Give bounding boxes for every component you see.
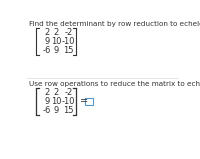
Text: 2: 2 — [53, 28, 59, 37]
Text: 10: 10 — [51, 97, 61, 106]
Text: 15: 15 — [63, 46, 74, 55]
Text: -6: -6 — [43, 46, 51, 55]
Text: 9: 9 — [53, 46, 59, 55]
Text: 15: 15 — [63, 106, 74, 115]
Text: 2: 2 — [44, 28, 49, 37]
Text: =: = — [80, 97, 88, 107]
Text: Use row operations to reduce the matrix to echelon form.: Use row operations to reduce the matrix … — [29, 81, 200, 87]
Text: 9: 9 — [44, 97, 49, 106]
Text: 9: 9 — [53, 106, 59, 115]
Text: 10: 10 — [51, 37, 61, 46]
Text: 2: 2 — [53, 88, 59, 97]
Text: 9: 9 — [44, 37, 49, 46]
Text: -2: -2 — [64, 88, 73, 97]
Text: -6: -6 — [43, 106, 51, 115]
Bar — [85, 98, 93, 105]
Text: Find the determinant by row reduction to echelon form.: Find the determinant by row reduction to… — [29, 21, 200, 27]
Text: -10: -10 — [62, 97, 75, 106]
Text: -10: -10 — [62, 37, 75, 46]
Text: 2: 2 — [44, 88, 49, 97]
Text: -2: -2 — [64, 28, 73, 37]
